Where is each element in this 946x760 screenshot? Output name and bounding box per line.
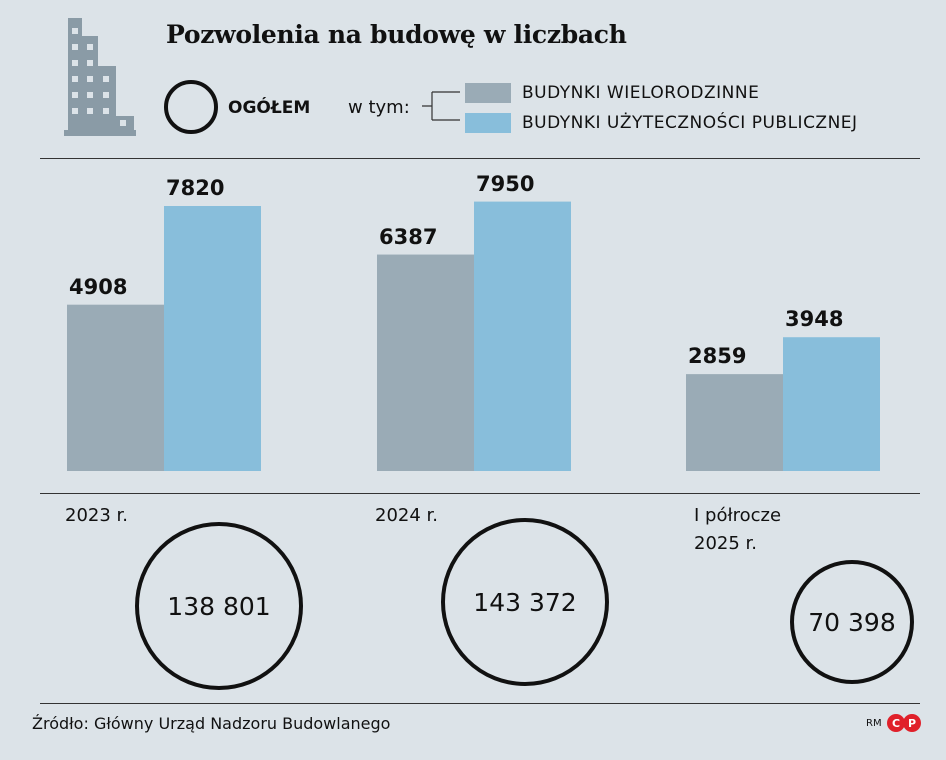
- period-label: 2023 r.: [65, 505, 128, 526]
- total-circle: 138 801: [135, 522, 303, 690]
- bar-value-label: 7820: [166, 176, 225, 200]
- total-value: 70 398: [808, 607, 896, 637]
- total-value: 138 801: [167, 591, 271, 621]
- legend-label-public: BUDYNKI UŻYTECZNOŚCI PUBLICZNEJ: [522, 113, 858, 133]
- top-divider: [40, 158, 920, 159]
- legend-label-multifamily: BUDYNKI WIELORODZINNE: [522, 83, 760, 103]
- legend-swatch-public: [465, 113, 511, 133]
- bar-multifamily-2: [686, 374, 783, 471]
- legend-total-circle-icon: [164, 80, 218, 134]
- bar-public-2: [783, 337, 880, 471]
- bar-value-label: 2859: [688, 344, 747, 369]
- bar-value-label: 6387: [379, 224, 438, 249]
- total-circle: 143 372: [441, 518, 609, 686]
- bar-public-0: [164, 206, 261, 471]
- chart-title: Pozwolenia na budowę w liczbach: [166, 20, 627, 49]
- bar-value-label: 7950: [476, 171, 535, 196]
- baseline-divider: [40, 493, 920, 494]
- svg-text:P: P: [908, 717, 916, 730]
- period-label: I półrocze 2025 r.: [694, 505, 782, 554]
- legend-bracket-icon: [422, 91, 460, 121]
- bar-public-1: [474, 201, 571, 471]
- bar-value-label: 3948: [785, 307, 844, 332]
- total-value: 143 372: [473, 587, 577, 617]
- publisher-logo: C P: [887, 714, 921, 732]
- bar-multifamily-1: [377, 254, 474, 471]
- legend-subset-prefix: w tym:: [348, 97, 410, 118]
- bar-value-label: 4908: [69, 274, 128, 299]
- building-icon: [64, 18, 136, 136]
- svg-text:C: C: [892, 717, 900, 730]
- bar-multifamily-0: [67, 304, 164, 471]
- total-circle: 70 398: [790, 560, 914, 684]
- author-credit: RM: [866, 718, 882, 729]
- period-label: 2024 r.: [375, 505, 438, 526]
- legend-total-label: OGÓŁEM: [228, 98, 311, 118]
- legend-swatch-multifamily: [465, 83, 511, 103]
- bottom-divider: [40, 703, 920, 704]
- source-note: Źródło: Główny Urząd Nadzoru Budowlanego: [32, 714, 391, 733]
